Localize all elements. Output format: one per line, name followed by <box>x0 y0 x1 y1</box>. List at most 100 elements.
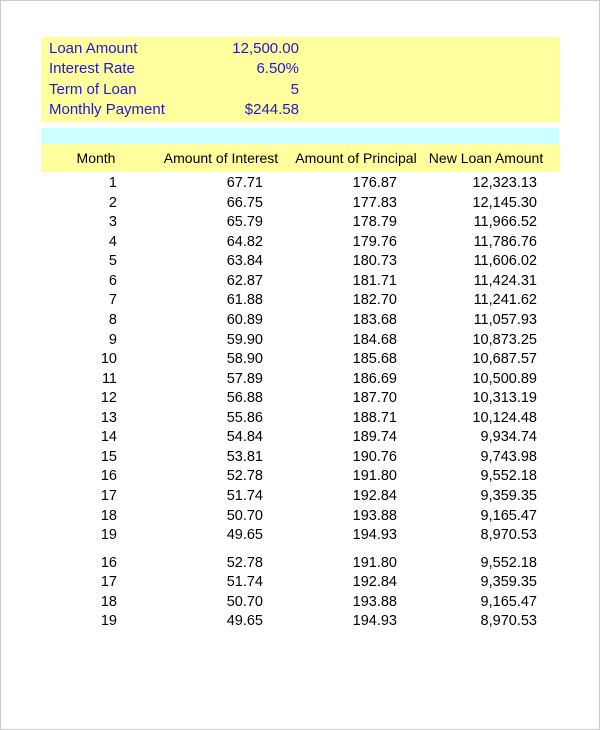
cell-month: 16 <box>41 467 151 487</box>
cell-balance: 9,552.18 <box>421 467 551 487</box>
cell-month: 4 <box>41 233 151 253</box>
cell-balance: 9,743.98 <box>421 448 551 468</box>
loan-amount-label: Loan Amount <box>49 39 189 59</box>
cell-interest: 67.71 <box>151 174 291 194</box>
cell-balance: 10,313.19 <box>421 389 551 409</box>
cell-balance: 9,359.35 <box>421 487 551 507</box>
table-row: 1850.70193.889,165.47 <box>41 593 559 613</box>
cell-principal: 187.70 <box>291 389 421 409</box>
cell-balance: 8,970.53 <box>421 612 551 632</box>
cell-principal: 178.79 <box>291 213 421 233</box>
cell-month: 15 <box>41 448 151 468</box>
table-row: 860.89183.6811,057.93 <box>41 311 559 331</box>
cell-balance: 9,359.35 <box>421 573 551 593</box>
monthly-payment-label: Monthly Payment <box>49 100 189 120</box>
cell-interest: 50.70 <box>151 507 291 527</box>
cell-principal: 180.73 <box>291 252 421 272</box>
cell-principal: 189.74 <box>291 428 421 448</box>
loan-summary: Loan Amount 12,500.00 Interest Rate 6.50… <box>41 37 559 122</box>
table-row: 1553.81190.769,743.98 <box>41 448 559 468</box>
cell-balance: 10,124.48 <box>421 409 551 429</box>
cell-month: 18 <box>41 507 151 527</box>
cell-principal: 185.68 <box>291 350 421 370</box>
cell-balance: 9,165.47 <box>421 507 551 527</box>
table-row: 1256.88187.7010,313.19 <box>41 389 559 409</box>
cell-month: 3 <box>41 213 151 233</box>
cell-month: 9 <box>41 331 151 351</box>
cell-interest: 65.79 <box>151 213 291 233</box>
cell-principal: 182.70 <box>291 291 421 311</box>
summary-row-interest-rate: Interest Rate 6.50% <box>49 59 559 79</box>
cell-interest: 55.86 <box>151 409 291 429</box>
cell-balance: 12,323.13 <box>421 174 551 194</box>
header-month: Month <box>41 148 151 168</box>
table-row: 1355.86188.7110,124.48 <box>41 409 559 429</box>
cell-month: 2 <box>41 194 151 214</box>
cell-principal: 183.68 <box>291 311 421 331</box>
cell-month: 1 <box>41 174 151 194</box>
header-principal: Amount of Principal <box>291 148 421 168</box>
cell-principal: 177.83 <box>291 194 421 214</box>
cell-balance: 11,057.93 <box>421 311 551 331</box>
cell-interest: 60.89 <box>151 311 291 331</box>
table-row: 1751.74192.849,359.35 <box>41 487 559 507</box>
monthly-payment-value: $244.58 <box>189 100 299 120</box>
cell-interest: 49.65 <box>151 612 291 632</box>
table-row: 1454.84189.749,934.74 <box>41 428 559 448</box>
table-row: 662.87181.7111,424.31 <box>41 272 559 292</box>
table-row: 1652.78191.809,552.18 <box>41 554 559 574</box>
cell-balance: 9,165.47 <box>421 593 551 613</box>
table-row: 1949.65194.938,970.53 <box>41 612 559 632</box>
cell-balance: 10,500.89 <box>421 370 551 390</box>
cell-month: 13 <box>41 409 151 429</box>
cell-interest: 59.90 <box>151 331 291 351</box>
cell-interest: 52.78 <box>151 467 291 487</box>
term-value: 5 <box>189 80 299 100</box>
cell-month: 8 <box>41 311 151 331</box>
cell-month: 14 <box>41 428 151 448</box>
cell-month: 7 <box>41 291 151 311</box>
cell-principal: 194.93 <box>291 526 421 546</box>
table-row: 1949.65194.938,970.53 <box>41 526 559 546</box>
table-header: Month Amount of Interest Amount of Princ… <box>41 144 559 172</box>
cell-interest: 57.89 <box>151 370 291 390</box>
table-row: 1751.74192.849,359.35 <box>41 573 559 593</box>
summary-row-term: Term of Loan 5 <box>49 80 559 100</box>
summary-row-loan-amount: Loan Amount 12,500.00 <box>49 39 559 59</box>
amortization-rows-secondary: 1652.78191.809,552.181751.74192.849,359.… <box>41 552 559 632</box>
cell-balance: 11,424.31 <box>421 272 551 292</box>
cell-interest: 66.75 <box>151 194 291 214</box>
cell-interest: 49.65 <box>151 526 291 546</box>
cell-balance: 8,970.53 <box>421 526 551 546</box>
cell-interest: 51.74 <box>151 573 291 593</box>
loan-amortization-page: Loan Amount 12,500.00 Interest Rate 6.50… <box>1 1 599 652</box>
cell-principal: 192.84 <box>291 487 421 507</box>
cell-balance: 9,934.74 <box>421 428 551 448</box>
cell-principal: 193.88 <box>291 593 421 613</box>
interest-rate-label: Interest Rate <box>49 59 189 79</box>
interest-rate-value: 6.50% <box>189 59 299 79</box>
table-row: 464.82179.7611,786.76 <box>41 233 559 253</box>
loan-amount-value: 12,500.00 <box>189 39 299 59</box>
cell-principal: 194.93 <box>291 612 421 632</box>
table-row: 365.79178.7911,966.52 <box>41 213 559 233</box>
cell-interest: 62.87 <box>151 272 291 292</box>
cell-interest: 50.70 <box>151 593 291 613</box>
header-interest: Amount of Interest <box>151 148 291 168</box>
cell-balance: 11,241.62 <box>421 291 551 311</box>
section-spacer <box>41 128 559 144</box>
term-label: Term of Loan <box>49 80 189 100</box>
cell-month: 6 <box>41 272 151 292</box>
cell-month: 19 <box>41 612 151 632</box>
cell-balance: 11,966.52 <box>421 213 551 233</box>
cell-month: 19 <box>41 526 151 546</box>
cell-interest: 54.84 <box>151 428 291 448</box>
cell-interest: 53.81 <box>151 448 291 468</box>
cell-interest: 52.78 <box>151 554 291 574</box>
cell-month: 17 <box>41 573 151 593</box>
cell-principal: 179.76 <box>291 233 421 253</box>
cell-interest: 63.84 <box>151 252 291 272</box>
table-row: 959.90184.6810,873.25 <box>41 331 559 351</box>
table-row: 761.88182.7011,241.62 <box>41 291 559 311</box>
table-row: 266.75177.8312,145.30 <box>41 194 559 214</box>
